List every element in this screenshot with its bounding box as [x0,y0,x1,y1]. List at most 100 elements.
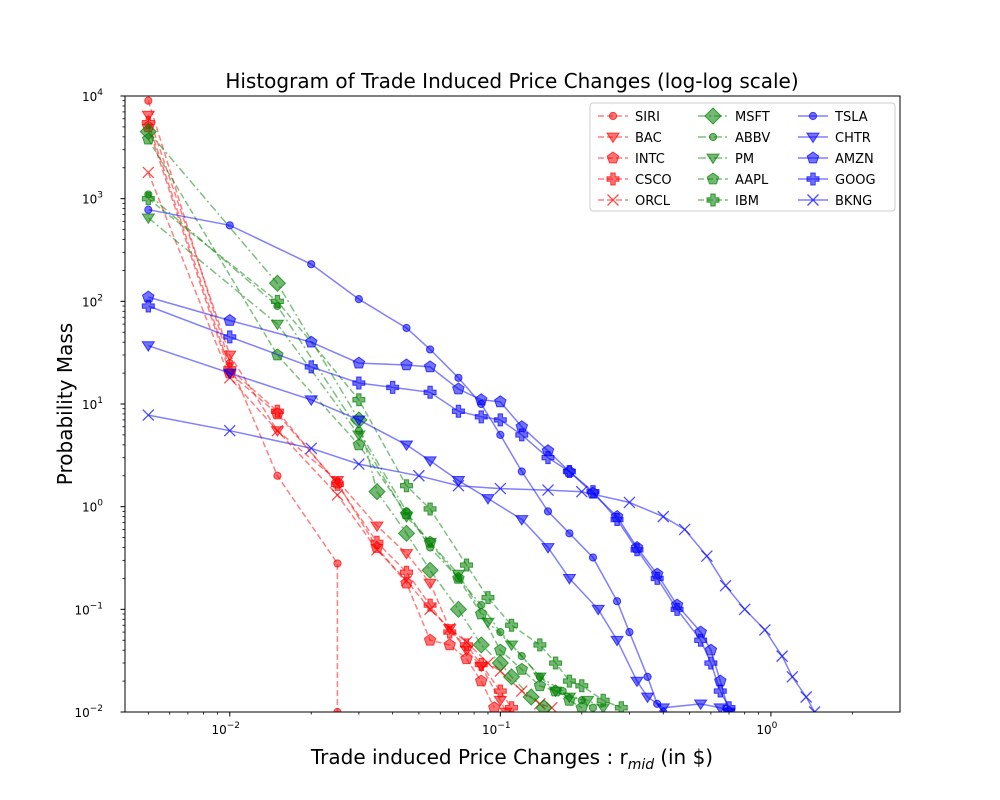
legend-marker-msft [704,107,722,125]
data-point-chtr [141,341,156,352]
data-point-ibm [575,679,589,693]
data-point-chtr [304,395,319,407]
data-point-ibm [596,693,610,707]
series-orcl [142,166,558,712]
data-point-bac [141,110,156,122]
data-point-bkng [786,670,799,683]
data-point-siri [333,559,342,568]
data-point-pm [270,319,285,331]
data-point-bkng [142,409,155,422]
data-point-ibm [460,558,474,572]
data-point-aapl [563,693,576,706]
data-point-amzn [704,643,718,656]
legend-label-csco: CSCO [635,173,672,188]
data-point-goog [704,656,718,670]
data-point-bkng [223,424,236,437]
legend-item-aapl: AAPL [698,172,769,188]
data-point-intc [488,701,501,712]
data-point-siri [144,96,153,105]
data-point-aapl [423,535,437,548]
series-line-bac [147,114,507,712]
data-point-aapl [352,438,366,451]
data-point-aapl [515,662,529,675]
legend-marker-siri [608,111,618,121]
legend-marker-aapl [706,172,720,185]
data-point-chtr [610,635,624,647]
data-point-tsla [517,467,526,476]
data-point-tsla [402,323,411,333]
data-point-goog [223,330,237,344]
series-siri [144,96,342,712]
legend-label-bac: BAC [635,131,662,146]
data-point-bkng [800,691,813,703]
chart-title: Histogram of Trade Induced Price Changes… [225,69,798,93]
legend-marker-chtr [806,132,820,144]
data-point-goog [386,380,400,394]
data-point-chtr [222,368,237,380]
data-point-goog [586,485,600,499]
data-point-bkng [678,523,691,536]
data-point-chtr [591,604,606,616]
legend-marker-goog [806,172,820,186]
legend-item-siri: SIRI [598,110,660,125]
legend-item-tsla: TSLA [798,110,868,125]
data-point-ibm [423,502,437,516]
legend-item-chtr: CHTR [798,131,871,146]
data-point-bac [423,578,438,590]
data-point-ibm [533,638,547,652]
data-point-goog [474,410,488,424]
legend-label-bkng: BKNG [835,194,872,209]
legend-item-abbv: ABBV [698,131,770,146]
y-tick-exponent: −2 [90,704,103,714]
data-point-orcl [424,603,437,616]
series-line-orcl [147,172,553,709]
data-point-tsla [425,345,435,354]
data-point-chtr [630,676,644,688]
y-tick-exponent: −1 [90,601,103,611]
data-point-abbv [496,628,505,637]
series-line-msft [147,131,545,709]
legend-marker-intc [606,151,620,164]
y-tick-exponent: 0 [97,499,103,509]
data-point-amzn [223,313,237,326]
data-point-pm [141,213,156,225]
data-point-bkng [623,496,636,509]
data-point-chtr [656,703,671,712]
data-point-chtr [693,699,708,711]
legend-item-bkng: BKNG [798,194,872,209]
data-point-tsla [565,529,574,538]
data-point-amzn [352,356,366,369]
legend-label-tsla: TSLA [834,110,868,125]
x-axis-label-subscript: mid [628,757,655,773]
data-point-aapl [533,679,547,692]
data-point-ibm [352,393,366,407]
legend-label-ibm: IBM [735,194,759,209]
data-point-orcl [331,489,344,501]
legend-item-orcl: ORCL [598,194,671,209]
data-point-orcl [371,543,383,556]
data-point-bkng [542,484,554,497]
series-goog [141,299,736,712]
legend-marker-abbv [708,132,718,142]
data-point-aapl [142,132,155,145]
data-point-csco [493,684,507,698]
series-chtr [141,341,736,712]
legend-label-orcl: ORCL [635,194,671,209]
series-line-csco [147,122,513,709]
legend-label-chtr: CHTR [835,131,871,146]
data-point-siri [273,471,282,480]
data-point-msft [397,524,416,543]
legend-marker-amzn [806,151,820,164]
y-axis-label: Probability Mass [53,323,77,485]
legend-item-pm: PM [698,152,754,167]
data-point-bac [222,350,237,362]
x-axis-label-main: Trade induced Price Changes : r [310,745,629,769]
legend-marker-bkng [807,194,819,206]
data-point-orcl [142,166,155,179]
data-point-ibm [270,294,284,308]
data-point-tsla [354,295,363,304]
data-point-tsla [454,373,463,382]
data-point-csco [505,701,519,712]
data-point-goog [610,512,624,526]
data-point-pm [504,640,519,652]
